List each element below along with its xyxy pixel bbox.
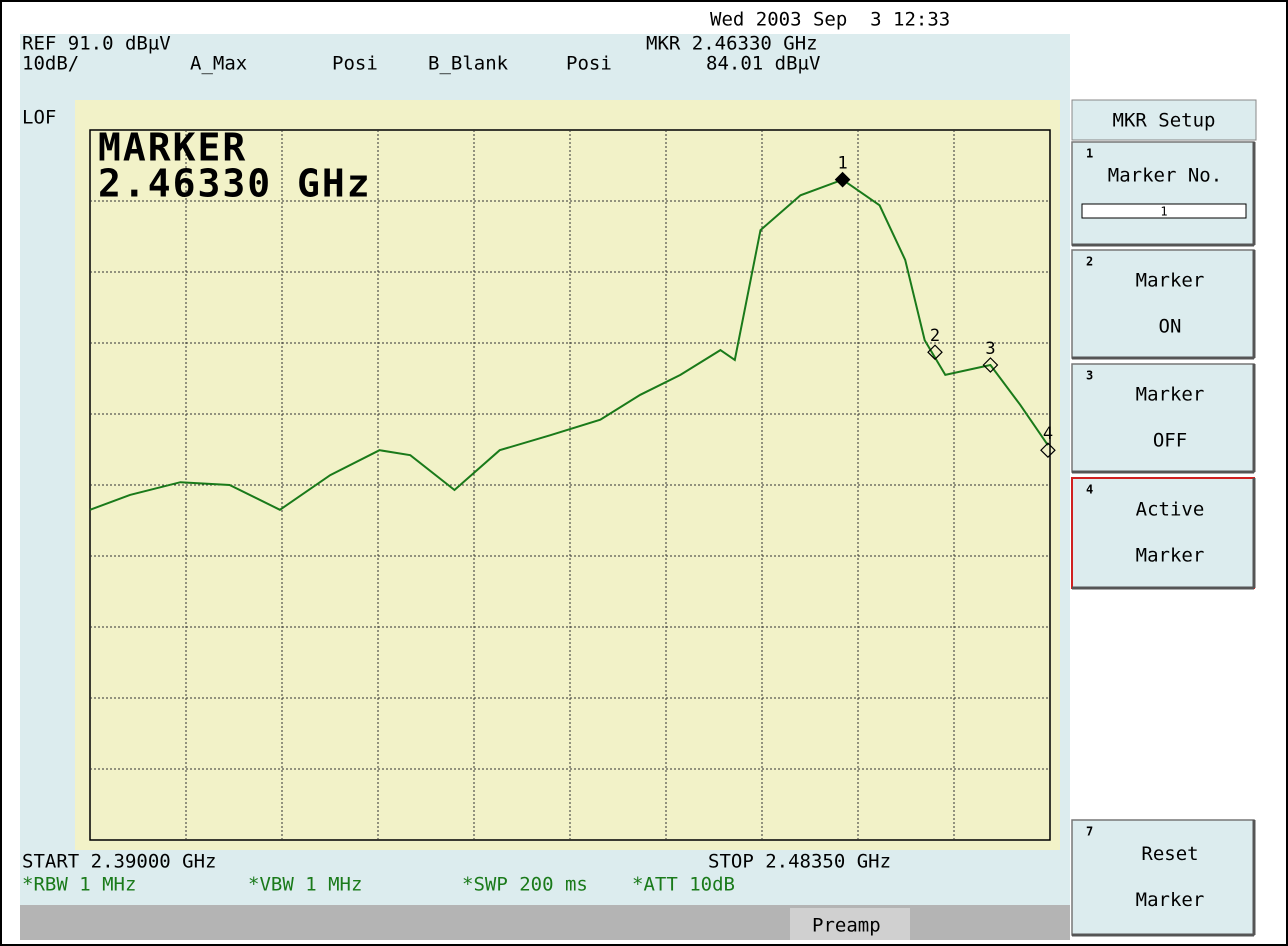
- ref-level: REF 91.0 dBµV: [22, 33, 171, 55]
- status-bar: [20, 905, 1070, 940]
- trace: [89, 178, 1049, 511]
- marker-label: 1: [837, 154, 847, 174]
- softkey[interactable]: [1071, 141, 1255, 246]
- trace-b: B_Blank: [428, 53, 509, 75]
- softkey-number: 4: [1086, 483, 1093, 497]
- softkey-label: Active: [1136, 499, 1205, 521]
- marker-label: 3: [985, 339, 995, 359]
- lof: LOF: [22, 107, 56, 129]
- marker-level: 84.01 dBµV: [706, 53, 820, 75]
- plot-area: [75, 100, 1060, 850]
- softkey-label: Marker: [1136, 270, 1205, 292]
- softkey-number: 7: [1086, 825, 1093, 839]
- marker: [834, 171, 851, 188]
- softkey-label: OFF: [1153, 430, 1187, 452]
- top-band: [20, 20, 1070, 34]
- detector-a: Posi: [332, 53, 378, 75]
- marker-value: 2.46330 GHz: [98, 162, 372, 206]
- softkey-label: Marker: [1136, 889, 1205, 911]
- trace-a: A_Max: [190, 53, 247, 75]
- attenuation: *ATT 10dB: [632, 874, 735, 896]
- softkey-label: ON: [1159, 316, 1182, 338]
- softkey-field: [1081, 203, 1247, 219]
- scale: 10dB/: [22, 53, 79, 75]
- softkey[interactable]: [1071, 363, 1255, 473]
- softkey-title-box: [1071, 99, 1257, 141]
- stop-frequency: STOP 2.48350 GHz: [708, 851, 891, 873]
- marker-label: 2: [930, 326, 940, 346]
- marker-title: MARKER: [98, 126, 247, 170]
- marker: [982, 357, 999, 373]
- marker: [1040, 442, 1056, 459]
- status-box: [790, 908, 910, 940]
- softkey[interactable]: [1071, 249, 1255, 359]
- softkey-label: Marker: [1136, 384, 1205, 406]
- rbw: *RBW 1 MHz: [22, 874, 136, 896]
- softkey-number: 3: [1086, 369, 1093, 383]
- datetime: Wed 2003 Sep 3 12:33: [710, 9, 950, 31]
- grid: [90, 130, 1050, 840]
- softkey-title: MKR Setup: [1113, 110, 1216, 132]
- softkey-label: Reset: [1141, 843, 1198, 865]
- status: Preamp: [812, 915, 881, 937]
- vbw: *VBW 1 MHz: [248, 874, 362, 896]
- softkey-number: 1: [1086, 147, 1093, 161]
- sweep: *SWP 200 ms: [462, 874, 588, 896]
- softkey-field-value: 1: [1160, 205, 1167, 219]
- detector-b: Posi: [566, 53, 612, 75]
- marker-frequency: MKR 2.46330 GHz: [646, 33, 818, 55]
- start-frequency: START 2.39000 GHz: [22, 851, 216, 873]
- softkey-label: Marker: [1136, 545, 1205, 567]
- softkey[interactable]: [1071, 819, 1255, 936]
- softkey-number: 2: [1086, 255, 1093, 269]
- softkey-label: Marker No.: [1108, 165, 1222, 187]
- softkey[interactable]: [1071, 477, 1255, 589]
- marker: [927, 344, 943, 361]
- marker-label: 4: [1043, 424, 1053, 444]
